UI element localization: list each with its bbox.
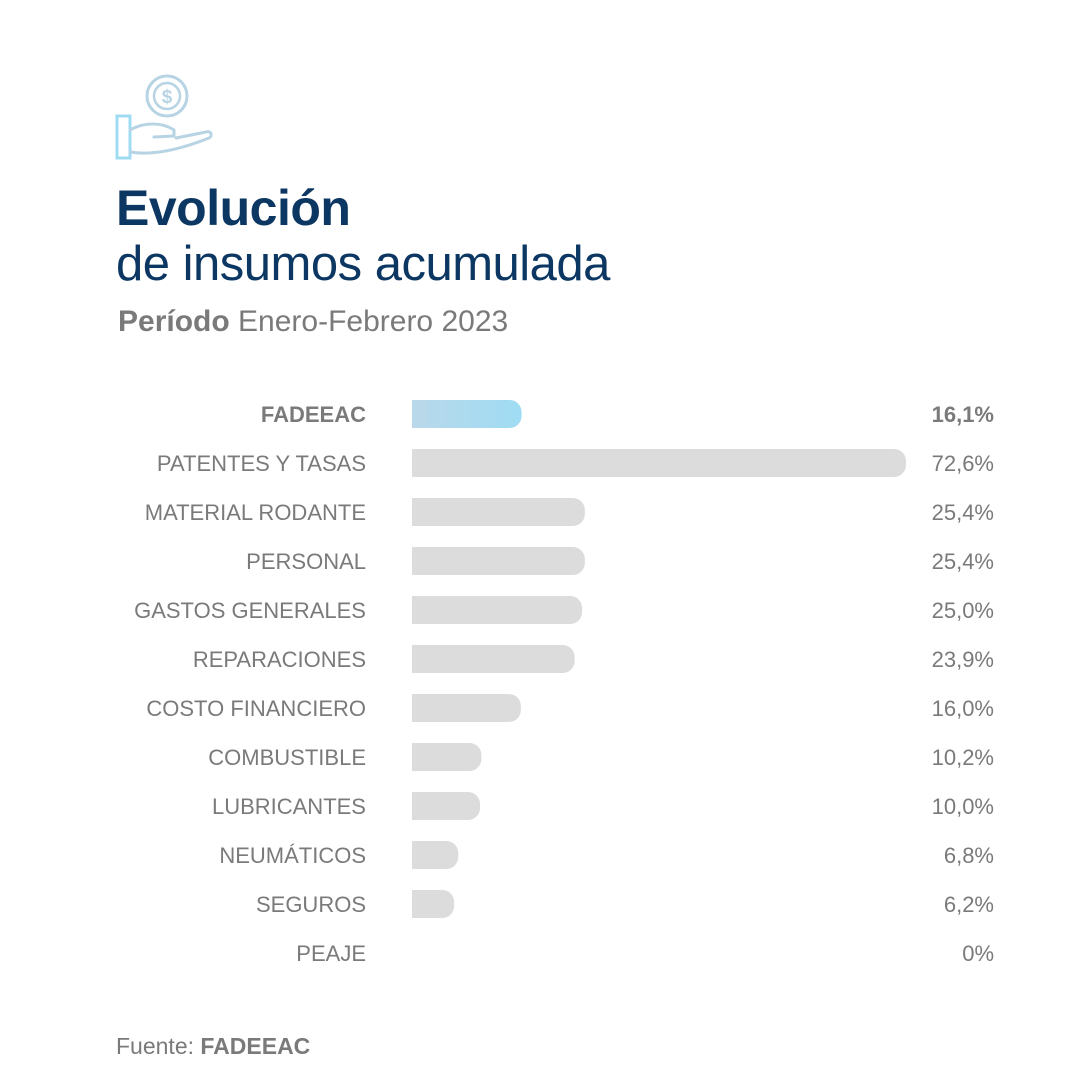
period-label: Período: [118, 305, 230, 338]
value-label-personal: 25,4%: [932, 549, 994, 574]
bar-edge-costo-financiero: [412, 694, 426, 722]
bar-edge-material-rodante: [412, 498, 426, 526]
category-label-lubricantes: LUBRICANTES: [212, 794, 366, 819]
value-label-costo-financiero: 16,0%: [932, 696, 994, 721]
bar-material-rodante: [412, 498, 585, 526]
hand-holding-dollar-icon-svg: $: [115, 74, 213, 160]
bar-edge-combustible: [412, 743, 426, 771]
category-label-patentes-y-tasas: PATENTES Y TASAS: [157, 451, 366, 476]
svg-text:$: $: [162, 87, 173, 108]
category-label-reparaciones: REPARACIONES: [193, 647, 366, 672]
bar-patentes-y-tasas: [412, 449, 906, 477]
category-label-peaje: PEAJE: [296, 941, 366, 966]
bar-costo-financiero: [412, 694, 521, 722]
value-label-patentes-y-tasas: 72,6%: [932, 451, 994, 476]
bar-edge-gastos-generales: [412, 596, 426, 624]
period-value: Enero-Febrero 2023: [238, 305, 509, 338]
bar-reparaciones: [412, 645, 575, 673]
page-title: Evolución de insumos acumulada: [116, 180, 610, 292]
bar-edge-personal: [412, 547, 426, 575]
source-note: Fuente: FADEEAC: [116, 1033, 310, 1060]
category-label-neumaticos: NEUMÁTICOS: [219, 843, 366, 868]
value-label-fadeeac: 16,1%: [932, 402, 994, 427]
value-label-material-rodante: 25,4%: [932, 500, 994, 525]
bar-edge-seguros: [412, 890, 426, 918]
bar-combustible: [412, 743, 482, 771]
bar-edge-lubricantes: [412, 792, 426, 820]
category-label-seguros: SEGUROS: [256, 892, 366, 917]
bar-personal: [412, 547, 585, 575]
bar-edge-neumaticos: [412, 841, 426, 869]
title-line-1: Evolución: [116, 180, 351, 236]
bar-lubricantes: [412, 792, 481, 820]
category-label-personal: PERSONAL: [246, 549, 366, 574]
category-label-material-rodante: MATERIAL RODANTE: [145, 500, 366, 525]
value-label-gastos-generales: 25,0%: [932, 598, 994, 623]
title-line-2: de insumos acumulada: [116, 237, 610, 291]
source-label: Fuente:: [116, 1033, 194, 1059]
hand-holding-dollar-icon: $: [114, 72, 214, 162]
value-label-peaje: 0%: [962, 941, 994, 966]
value-label-combustible: 10,2%: [932, 745, 994, 770]
value-label-lubricantes: 10,0%: [932, 794, 994, 819]
value-label-reparaciones: 23,9%: [932, 647, 994, 672]
bar-fadeeac: [412, 400, 522, 428]
bar-edge-fadeeac: [412, 400, 426, 428]
category-label-fadeeac: FADEEAC: [261, 402, 366, 427]
category-label-gastos-generales: GASTOS GENERALES: [134, 598, 366, 623]
bar-gastos-generales: [412, 596, 583, 624]
source-name: FADEEAC: [200, 1033, 311, 1059]
period-subtitle: Período Enero-Febrero 2023: [118, 305, 508, 339]
value-label-seguros: 6,2%: [944, 892, 994, 917]
bar-edge-reparaciones: [412, 645, 426, 673]
value-label-neumaticos: 6,8%: [944, 843, 994, 868]
category-label-costo-financiero: COSTO FINANCIERO: [146, 696, 366, 721]
bar-edge-patentes-y-tasas: [412, 449, 426, 477]
category-label-combustible: COMBUSTIBLE: [208, 745, 366, 770]
